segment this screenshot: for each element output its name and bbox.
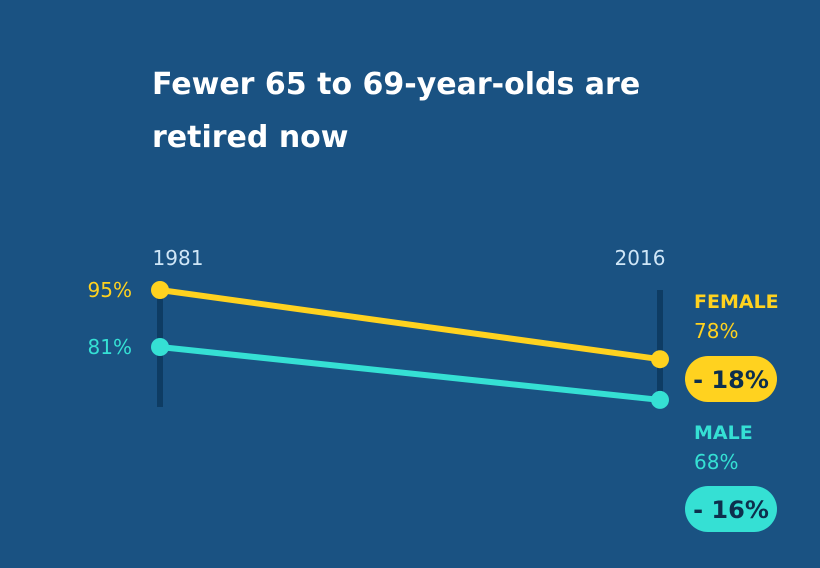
data-point-male-1981 xyxy=(151,338,169,356)
change-label-male: - 16% xyxy=(693,496,769,524)
value-label-female-2016: 78% xyxy=(694,319,738,343)
data-point-female-1981 xyxy=(151,281,169,299)
data-point-male-2016 xyxy=(651,390,669,409)
chart-title: Fewer 65 to 69-year-olds are retired now xyxy=(152,67,641,155)
legend-label-male: MALE xyxy=(694,422,753,444)
change-badge-female xyxy=(685,356,777,402)
data-point-female-2016 xyxy=(651,350,669,369)
value-label-male-1981: 81% xyxy=(88,335,132,359)
value-label-male-2016: 68% xyxy=(694,450,738,474)
change-badge-male xyxy=(685,486,777,532)
legend-label-female: FEMALE xyxy=(694,291,779,313)
series-line-male xyxy=(157,344,663,403)
value-label-female-1981: 95% xyxy=(88,278,132,302)
series-line-female xyxy=(157,287,663,363)
year-label-2016: 2016 xyxy=(615,246,666,270)
year-label-1981: 1981 xyxy=(153,246,204,270)
change-label-female: - 18% xyxy=(693,366,769,394)
